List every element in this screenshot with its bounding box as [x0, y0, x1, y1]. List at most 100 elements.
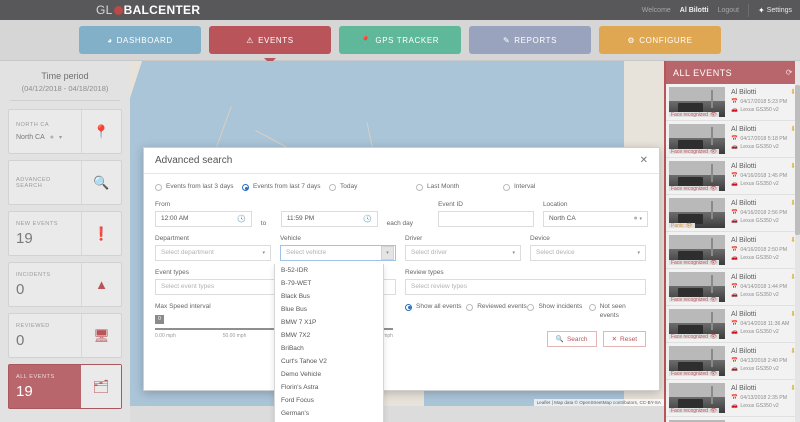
- download-icon[interactable]: ⬇: [790, 385, 796, 392]
- thumbnail-sky: [669, 309, 725, 324]
- radio-interval[interactable]: Interval: [503, 183, 590, 192]
- thumbnail-vehicle: [677, 361, 703, 372]
- download-icon[interactable]: ⬇: [790, 274, 796, 281]
- slider-handle[interactable]: 0: [155, 314, 164, 324]
- download-icon[interactable]: ⬇: [790, 200, 796, 207]
- types-row: Event types Select event types Review ty…: [155, 269, 648, 295]
- event-info: Al Bilotti 📅 04/14/2018 11:36 AM 🚗 Lexus GS3…: [729, 309, 797, 339]
- event-thumbnail[interactable]: [669, 420, 725, 422]
- vehicle-dropdown-option[interactable]: Florin's Astra: [281, 384, 319, 391]
- vehicle-dropdown-option[interactable]: Ford Focus: [281, 397, 314, 404]
- location-select[interactable]: North CA ● ▾: [542, 210, 649, 227]
- download-icon[interactable]: ⬇: [790, 348, 796, 355]
- download-icon[interactable]: ⬇: [790, 237, 796, 244]
- event-badge-label: Face recognized: [671, 149, 708, 155]
- time-and-id-row: From 12:00 AM 🕓 to 11:59 PM: [155, 200, 649, 227]
- nav-tab-configure[interactable]: ⚙ CONFIGURE: [599, 26, 721, 54]
- event-list-item[interactable]: Al Bilotti 📅 04/17/2018 5:18 PM 🚗 Lexus GS35…: [666, 121, 800, 158]
- radio-label: Interval: [514, 183, 536, 190]
- clear-icon[interactable]: ●: [49, 134, 55, 141]
- vehicle-dropdown-option[interactable]: Blue Bus: [281, 306, 308, 313]
- download-icon[interactable]: ⬇: [790, 163, 796, 170]
- event-thumbnail[interactable]: [669, 198, 725, 228]
- event-badge-label: Face recognized: [671, 186, 708, 192]
- field-label: Driver: [405, 234, 423, 242]
- download-icon[interactable]: ⬇: [790, 89, 796, 96]
- radio-today[interactable]: Today: [329, 183, 416, 192]
- field-label: From: [155, 200, 171, 208]
- events-list[interactable]: Al Bilotti 📅 04/17/2018 5:23 PM 🚗 Lexus GS35…: [666, 84, 800, 422]
- clock-icon[interactable]: 🕓: [237, 215, 246, 223]
- close-icon[interactable]: ✕: [639, 155, 648, 166]
- vehicle-dropdown-option[interactable]: B-52-IDR: [281, 267, 309, 274]
- sidebar-card-advanced-search[interactable]: ADVANCED SEARCH 🔍: [8, 160, 122, 205]
- event-list-item[interactable]: Al Bilotti 📅 04/13/2018 2:35 PM 🚗 Lexus GS35…: [666, 380, 800, 417]
- eye-icon: 👁: [709, 371, 717, 377]
- event-id-input[interactable]: [438, 210, 534, 227]
- radio-reviewed-events[interactable]: Reviewed events: [466, 303, 527, 312]
- vehicle-dropdown-option[interactable]: BriBach: [281, 345, 304, 352]
- settings-link[interactable]: ✦ Settings: [758, 6, 792, 15]
- device-select[interactable]: Select device ▾: [530, 244, 646, 261]
- event-timestamp: 04/16/2018 2:50 PM: [740, 246, 788, 253]
- event-list-item[interactable]: Al Bilotti 📅 04/14/2018 1:44 PM 🚗 Lexus GS35…: [666, 269, 800, 306]
- clock-icon[interactable]: 🕓: [362, 215, 372, 223]
- radio-not-seen-events[interactable]: Not seen events: [588, 303, 646, 321]
- eye-icon: 👁: [709, 260, 717, 266]
- vehicle-dropdown-option[interactable]: German's: [281, 410, 309, 417]
- download-icon[interactable]: ⬇: [790, 311, 796, 318]
- vehicle-dropdown-option[interactable]: BMW 7X2: [281, 332, 311, 339]
- main-navigation: ◕ DASHBOARD ⚠ EVENTS 📍 GPS TRACKER ✎ REP…: [0, 20, 800, 64]
- logout-link[interactable]: Logout: [717, 6, 739, 14]
- nav-tab-dashboard[interactable]: ◕ DASHBOARD: [79, 26, 201, 54]
- department-select[interactable]: Select department ▾: [155, 244, 271, 261]
- vehicle-dropdown-option[interactable]: Curt's Tahoe V2: [281, 358, 327, 365]
- radio-events-last-3-days[interactable]: Events from last 3 days: [155, 183, 242, 192]
- events-scrollbar[interactable]: [795, 61, 800, 422]
- clear-icon[interactable]: ●: [633, 215, 638, 223]
- sidebar-card-value: 0: [16, 331, 25, 349]
- radio-last-month[interactable]: Last Month: [416, 183, 503, 192]
- download-icon[interactable]: ⬇: [790, 126, 796, 133]
- event-driver-name: Al Bilotti: [731, 348, 757, 355]
- location-select[interactable]: North CA ● ▾: [16, 134, 74, 141]
- sidebar-card-all-events[interactable]: ALL EVENTS 19 🗂: [8, 364, 122, 409]
- vehicle-dropdown-option[interactable]: Black Bus: [281, 293, 310, 300]
- event-list-item[interactable]: Al Bilotti 📅 04/16/2018 2:56 PM 🚗 Lexus GS35…: [666, 195, 800, 232]
- event-list-item[interactable]: Al Bilotti 📅 04/13/2018 2:40 PM 🚗 Lexus GS35…: [666, 343, 800, 380]
- event-list-item[interactable]: Al Bilotti 📅 04/16/2018 2:50 PM 🚗 Lexus GS35…: [666, 232, 800, 269]
- vehicle-dropdown-option[interactable]: Demo Vehicle: [281, 371, 322, 378]
- event-list-item[interactable]: Al Bilotti 📅 04/16/2018 1:45 PM 🚗 Lexus GS35…: [666, 158, 800, 195]
- chevron-down-icon[interactable]: ▾: [381, 245, 394, 260]
- vehicle-dropdown-option[interactable]: B-79-WET: [281, 280, 312, 287]
- radio-show-incidents[interactable]: Show incidents: [527, 303, 588, 312]
- scrollbar-thumb[interactable]: [795, 85, 800, 235]
- review-types-input[interactable]: Select review types: [405, 278, 646, 295]
- car-icon: 🚗: [731, 403, 738, 409]
- sidebar-card-label: NORTH CA: [16, 122, 50, 128]
- nav-tab-events[interactable]: ⚠ EVENTS: [209, 26, 331, 64]
- sidebar-card-incidents[interactable]: INCIDENTS 0 ▲: [8, 262, 122, 307]
- event-list-item[interactable]: Al Bilotti 📅 04/17/2018 5:23 PM 🚗 Lexus GS35…: [666, 84, 800, 121]
- vehicle-select[interactable]: Select vehicle ▾: [280, 244, 396, 261]
- sidebar-card-new-events[interactable]: NEW EVENTS 19 ❗: [8, 211, 122, 256]
- search-button[interactable]: 🔍 Search: [546, 331, 597, 348]
- sidebar-card-reviewed[interactable]: REVIEWED 0 🖥: [8, 313, 122, 358]
- event-badge-label: Face recognized: [671, 112, 708, 118]
- reset-button[interactable]: ✕ Reset: [602, 331, 646, 348]
- sidebar-card-location[interactable]: NORTH CA North CA ● ▾ 📍: [8, 109, 122, 154]
- nav-tab-gps-tracker[interactable]: 📍 GPS TRACKER: [339, 26, 461, 54]
- event-list-item[interactable]: Al Bilotti 📅 04/14/2018 11:36 AM 🚗 Lexus GS3…: [666, 306, 800, 343]
- driver-select[interactable]: Select driver ▾: [405, 244, 521, 261]
- radio-show-all-events[interactable]: Show all events: [405, 303, 466, 312]
- event-list-item[interactable]: Al Bilotti📅04/13/2018 1:38 PM🚗Lexus GS35…: [666, 417, 800, 422]
- search-icon: 🔍: [81, 161, 121, 204]
- vehicle-dropdown-list[interactable]: B-52-IDR B-79-WET Black Bus Blue Bus BMW 7 X…: [274, 264, 384, 422]
- vehicle-dropdown-option[interactable]: BMW 7 X1P: [281, 319, 317, 326]
- from-time-input[interactable]: 12:00 AM 🕓: [155, 210, 252, 227]
- radio-events-last-7-days[interactable]: Events from last 7 days: [242, 183, 329, 192]
- field-review-types: Review types Select review types: [405, 269, 646, 295]
- to-time-input[interactable]: 11:59 PM 🕓: [280, 210, 378, 227]
- nav-tab-reports[interactable]: ✎ REPORTS: [469, 26, 591, 54]
- refresh-icon[interactable]: ⟳: [785, 68, 793, 77]
